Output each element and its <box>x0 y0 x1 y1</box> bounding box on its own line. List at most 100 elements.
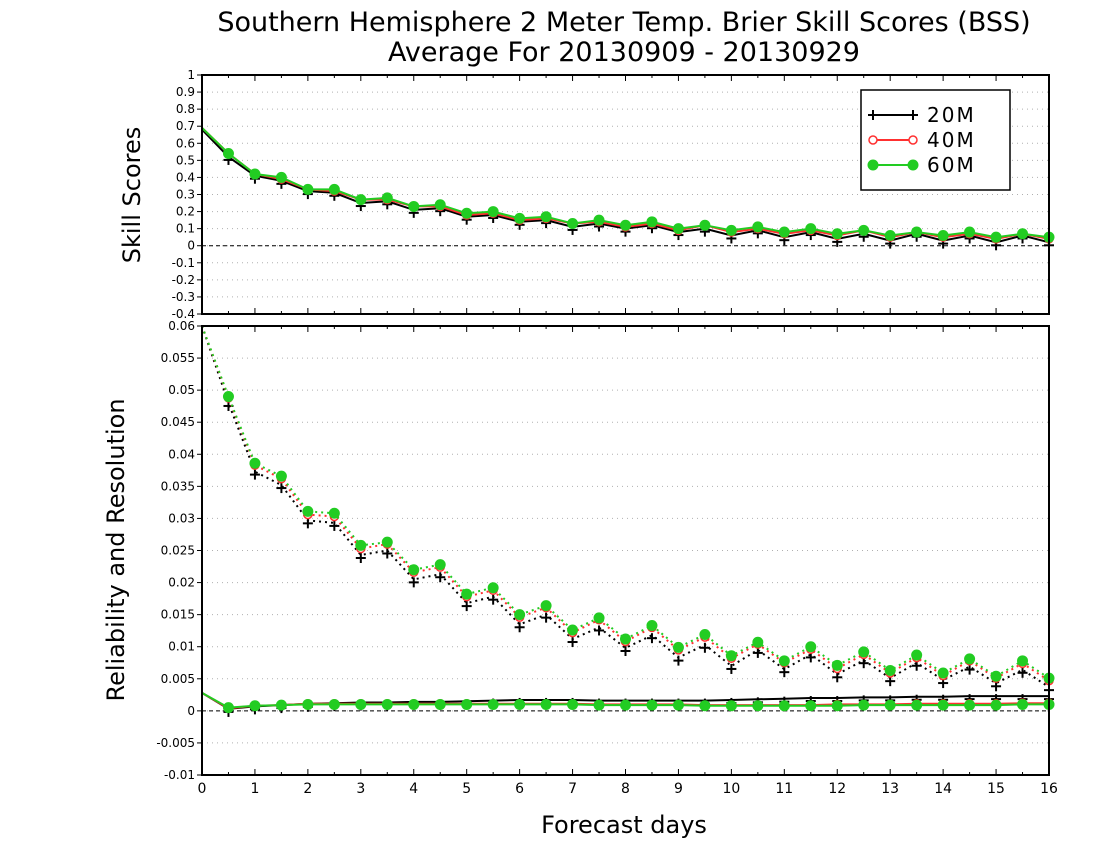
bottom-series-20M-resolution-point-21 <box>752 647 763 658</box>
bottom-series-60M-reliability-point-12 <box>514 698 526 710</box>
top-y-tick-label-3: -0.1 <box>172 256 195 270</box>
bottom-series-20M-resolution-point-23 <box>805 652 816 663</box>
bottom-series-20M-resolution-point-12 <box>514 622 525 633</box>
bottom-y-tick-label-1: -0.005 <box>156 736 195 750</box>
bottom-series-20M-resolution-line <box>201 325 1050 688</box>
top-plot-frame <box>201 74 1050 315</box>
bottom-series-60M-reliability-point-14 <box>567 698 579 710</box>
bottom-series-60M-resolution-point-31 <box>1017 655 1029 667</box>
bottom-series-20M-resolution-point-29 <box>964 664 975 675</box>
bottom-series-20M-resolution-point-4 <box>302 518 313 529</box>
top-y-tick-label-11: 0.7 <box>176 119 195 133</box>
bottom-series-60M-reliability-point-31 <box>1017 698 1029 710</box>
top-series-60M-point-10 <box>461 207 473 219</box>
bottom-series-60M-reliability-point-28 <box>937 699 949 711</box>
bottom-series-20M-resolution-point-8 <box>408 577 419 588</box>
top-series-60M-point-12 <box>514 212 526 224</box>
top-series-60M-point-31 <box>1017 228 1029 240</box>
bottom-series-60M-resolution-point-30 <box>990 670 1002 682</box>
bottom-series-60M-reliability-point-22 <box>778 700 790 712</box>
bottom-series-20M-resolution-point-18 <box>673 655 684 666</box>
bottom-y-tick-label-12: 0.05 <box>168 383 195 397</box>
top-series-60M-point-21 <box>752 221 764 233</box>
legend-label-20M: 20M <box>927 103 976 127</box>
bottom-series-60M-resolution-point-15 <box>593 612 605 624</box>
legend-marker-end-20M <box>908 110 918 120</box>
bottom-series-60M-resolution-point-5 <box>328 507 340 519</box>
bottom-series-60M-resolution-point-24 <box>831 659 843 671</box>
bottom-series-60M-resolution-point-26 <box>884 664 896 676</box>
bottom-series-60M-reliability-point-24 <box>831 700 843 712</box>
bottom-series-60M-reliability-point-30 <box>990 699 1002 711</box>
top-y-tick-label-13: 0.9 <box>176 85 195 99</box>
x-tick-label-11: 11 <box>775 781 793 797</box>
top-y-tick-label-8: 0.4 <box>176 170 195 184</box>
top-series-60M-point-27 <box>911 226 923 238</box>
bottom-y-tick-label-14: 0.06 <box>168 319 195 333</box>
bottom-series-60M-resolution-point-28 <box>937 667 949 679</box>
bottom-series-60M-resolution-point-19 <box>699 629 711 641</box>
bottom-series-60M-reliability-point-10 <box>461 698 473 710</box>
bottom-series-60M-resolution-point-8 <box>408 564 420 576</box>
bottom-series-20M-resolution-point-27 <box>911 660 922 671</box>
bottom-series-60M-resolution-point-27 <box>911 649 923 661</box>
bottom-series-20M-resolution-point-2 <box>249 469 260 480</box>
bottom-y-tick-label-9: 0.035 <box>161 479 195 493</box>
bottom-series-60M-resolution-point-17 <box>646 620 658 632</box>
bottom-series-60M-reliability-point-26 <box>884 699 896 711</box>
x-tick-label-1: 1 <box>250 781 259 797</box>
top-y-tick-label-6: 0.2 <box>176 205 195 219</box>
bottom-series-60M-reliability-point-17 <box>646 699 658 711</box>
bottom-y-tick-label-5: 0.015 <box>161 608 195 622</box>
bottom-series-60M-reliability-point-8 <box>408 698 420 710</box>
bottom-series-60M-reliability-point-16 <box>620 699 631 711</box>
top-y-tick-label-4: 0 <box>187 239 195 253</box>
top-series-60M-point-24 <box>831 228 843 240</box>
bottom-series-60M-resolution-point-11 <box>487 582 499 594</box>
x-tick-label-12: 12 <box>828 781 846 797</box>
top-y-tick-label-7: 0.3 <box>176 188 195 202</box>
top-series-60M-point-11 <box>487 206 499 218</box>
chart-subtitle: Average For 20130909 - 20130929 <box>388 37 860 68</box>
bottom-series-60M-resolution-point-22 <box>778 655 790 667</box>
top-series-60M-point-29 <box>964 226 976 238</box>
skill-score-panel: -0.4 -0.3 -0.2 -0.1 0 0.1 0.2 0.3 0.4 0.5 0.6 0.7 0.… <box>172 68 1055 321</box>
bottom-series-60M-resolution-point-23 <box>805 641 817 653</box>
x-tick-label-7: 7 <box>568 781 577 797</box>
top-y-tick-label-10: 0.6 <box>176 136 195 150</box>
x-tick-label-0: 0 <box>198 781 207 797</box>
bottom-series-60M-resolution-point-14 <box>567 624 579 636</box>
bottom-y-tick-label-13: 0.055 <box>161 351 195 365</box>
x-tick-label-3: 3 <box>356 781 365 797</box>
bottom-series-60M-reliability-point-9 <box>434 698 446 710</box>
bottom-series-60M-reliability-point-6 <box>355 698 367 710</box>
bottom-series-20M-resolution-point-25 <box>858 658 869 669</box>
bottom-series-60M-resolution-point-21 <box>752 636 764 648</box>
bottom-series-60M-reliability-point-20 <box>725 700 737 712</box>
legend-marker-start-60M <box>867 159 879 171</box>
bottom-series-60M-resolution-point-16 <box>620 633 631 645</box>
bottom-series-20M-resolution-point-7 <box>382 548 393 559</box>
legend-label-60M: 60M <box>927 153 976 177</box>
reliability-resolution-panel: -0.01 -0.005 0 0.005 0.01 0.015 0.02 0.025 0.03 0… <box>156 319 1058 797</box>
bottom-series-60M-resolution-point-13 <box>540 600 552 612</box>
chart-title: Southern Hemisphere 2 Meter Temp. Brier … <box>217 7 1030 38</box>
bottom-series-20M-resolution-point-24 <box>832 672 843 683</box>
x-tick-label-10: 10 <box>722 781 740 797</box>
x-tick-label-5: 5 <box>462 781 471 797</box>
top-y-tick-label-14: 1 <box>187 68 195 82</box>
bottom-y-tick-label-3: 0.005 <box>161 672 195 686</box>
bottom-y-tick-label-6: 0.02 <box>168 576 195 590</box>
top-series-60M-point-7 <box>381 192 393 204</box>
bottom-series-20M-resolution-point-10 <box>461 601 472 612</box>
top-series-60M-point-2 <box>249 168 261 180</box>
bottom-y-axis-title: Reliability and Resolution <box>102 398 130 701</box>
top-series-60M-point-30 <box>990 231 1002 243</box>
bottom-series-20M-resolution-point-13 <box>541 612 552 623</box>
bottom-series-60M-reliability-point-4 <box>302 698 314 710</box>
bottom-series-20M-resolution-point-16 <box>620 645 631 656</box>
bottom-series-20M-resolution-point-22 <box>779 667 790 678</box>
x-axis-title: Forecast days <box>541 811 707 839</box>
